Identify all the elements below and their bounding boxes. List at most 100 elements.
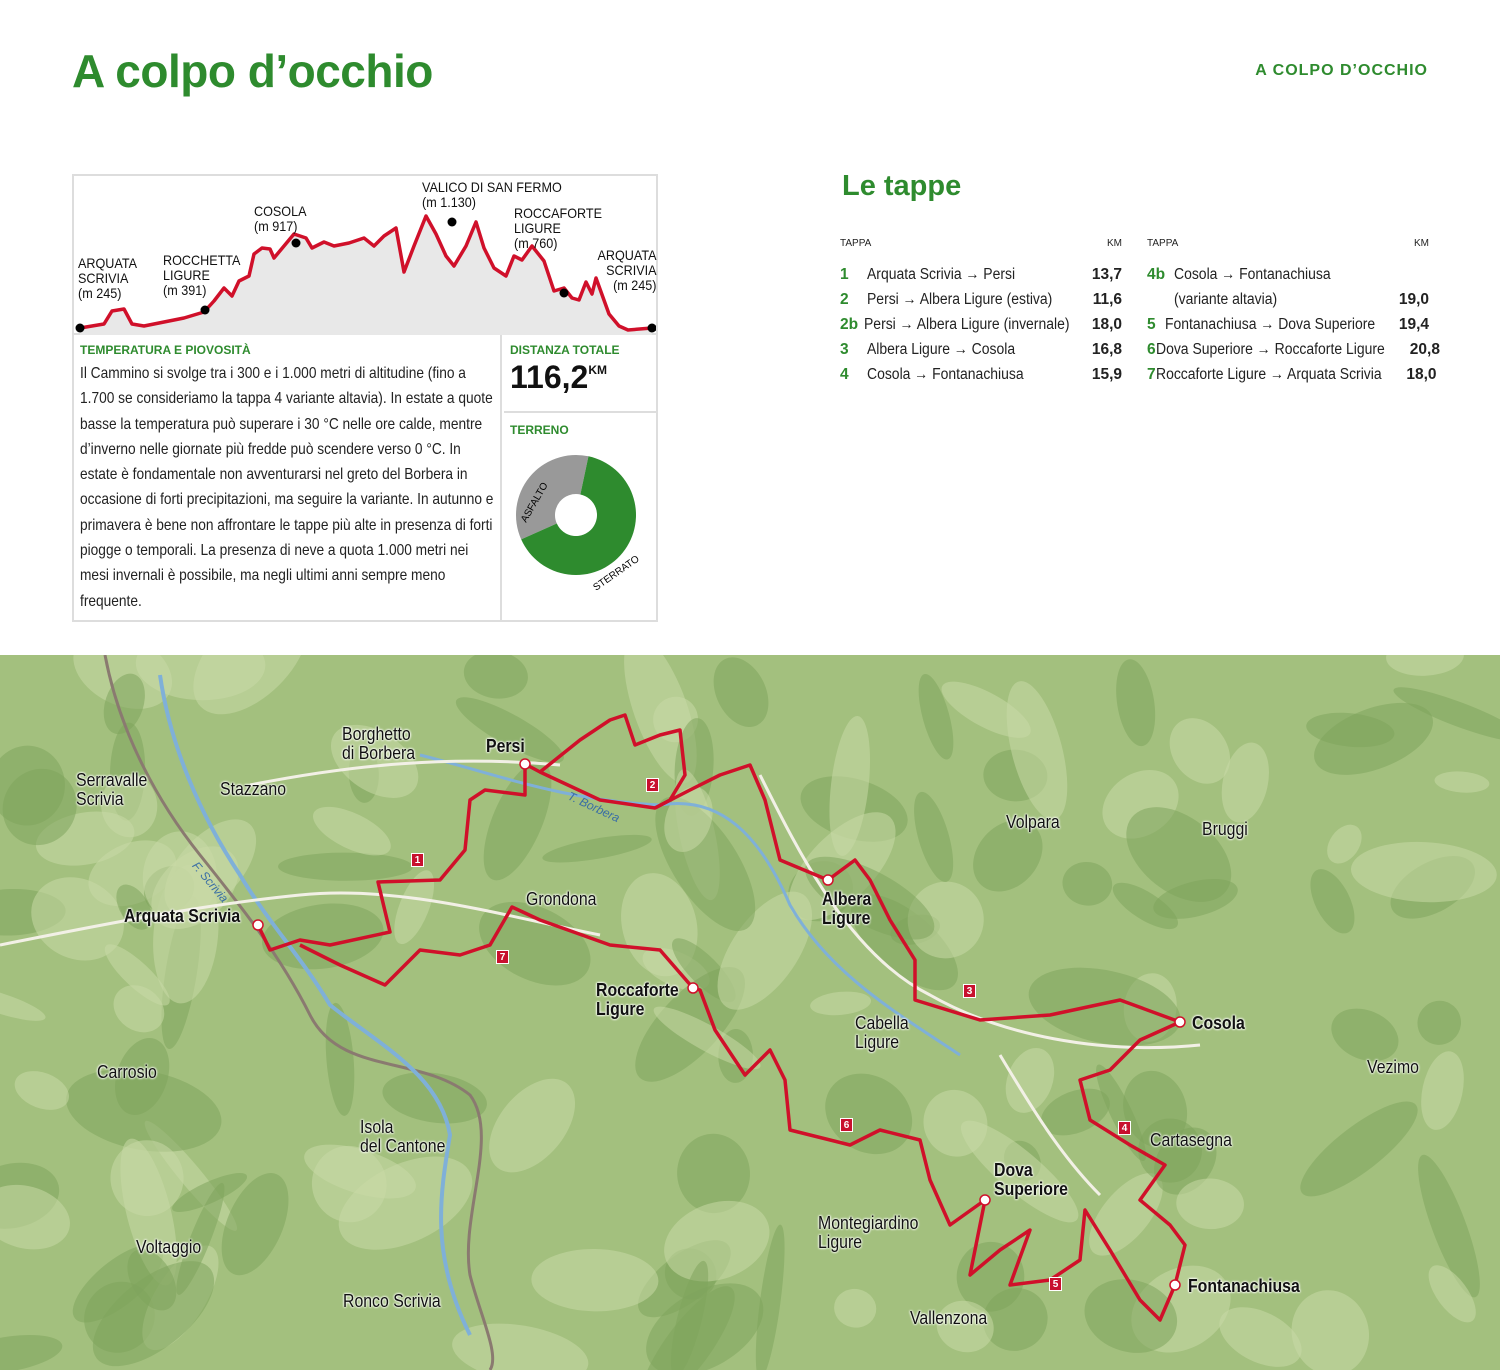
stage-town-label: Persi (486, 736, 525, 756)
climate-section: TEMPERATURA E PIOVOSITÀ Il Cammino si sv… (74, 335, 502, 622)
donut-slice-asfalto (516, 455, 589, 540)
profile-point (200, 305, 210, 315)
stage-town-label: Dova Superiore (994, 1160, 1068, 1199)
route-map: Arquata Scrivia Persi Albera Ligure Cosola Fo… (0, 655, 1500, 1370)
stage-number: 2b (840, 315, 859, 333)
terrain-patch (135, 655, 266, 701)
stage-km: 13,7 (1091, 265, 1122, 283)
railway (103, 655, 495, 1370)
stage-town-dot (979, 1194, 991, 1206)
terrain-patch (1176, 1178, 1244, 1230)
terrain-patch (825, 1073, 913, 1155)
terrain-patch (1434, 771, 1490, 793)
terrain-title: TERRENO (510, 423, 569, 437)
climate-text: Il Cammino si svolge tra i 300 e i 1.000… (80, 365, 494, 610)
stage-marker: 7 (496, 950, 509, 964)
terrain-patch (1350, 841, 1497, 903)
roads (0, 759, 1201, 1197)
profile-point (291, 238, 301, 248)
stage-town-dot (1169, 1279, 1181, 1291)
terrain-patch (805, 856, 935, 940)
stage-marker: 2 (646, 778, 659, 792)
terrain-patch (653, 1006, 761, 1070)
stage-number: 5 (1147, 315, 1156, 333)
stage-row: 2 Persi → Albera Ligure (estiva) 11,6 (840, 287, 1122, 312)
stage-route: Cosola → Fontanachiusa (1174, 265, 1331, 283)
stage-town-label: Cosola (1192, 1013, 1245, 1033)
terrain-patch (664, 1200, 770, 1282)
terrain-patch (1096, 1064, 1147, 1162)
terrain-patch (304, 1144, 416, 1199)
terrain-patch (542, 834, 652, 863)
terrain-patch (1116, 659, 1156, 747)
town-label: Volpara (1006, 812, 1060, 832)
profile-point (647, 323, 657, 333)
stage-km: 20,8 (1409, 341, 1440, 359)
terrain-patch (1331, 1008, 1399, 1062)
stage-number: 2 (840, 290, 849, 308)
stage-number: 4b (1147, 265, 1166, 283)
terrain-patch (829, 716, 871, 856)
stage-row: 4b Cosola → Fontanachiusa (1147, 262, 1429, 287)
stage-route: Roccaforte Ligure → Arquata Scrivia (1155, 366, 1382, 384)
terrain-patch (330, 724, 419, 798)
terrain-patch (66, 1069, 222, 1152)
stage-town-dot (252, 919, 264, 931)
profile-label-cosola: COSOLA (m 917) (254, 203, 307, 234)
terrain-patch (2, 768, 77, 846)
stage-town-label: Roccaforte Ligure (596, 980, 679, 1019)
terrain-patch (717, 891, 813, 1010)
stage-marker: 5 (1049, 1277, 1062, 1291)
terrain-patch (113, 985, 165, 1033)
terrain-patch (14, 1071, 69, 1110)
stage-town-dot (1174, 1016, 1186, 1028)
town-label: Montegiardino Ligure (818, 1213, 919, 1252)
profile-point (75, 323, 85, 333)
stage-km: 16,8 (1091, 341, 1122, 359)
terrain-patch (312, 806, 391, 856)
distance-value: 116,2KM (510, 359, 607, 395)
stage-route: Dova Superiore → Roccaforte Ligure (1155, 341, 1385, 359)
terrain-patch (670, 1260, 709, 1370)
elevation-profile: ARQUATA SCRIVIA (m 245) ROCCHETTA LIGURE(… (74, 176, 657, 335)
terrain-patch (810, 991, 872, 1016)
terrain-patch (713, 657, 769, 727)
terrain-patch (1084, 1279, 1178, 1353)
town-label: Grondona (526, 889, 597, 909)
terrain-section: TERRENO ASFALTO STERRATO (504, 415, 656, 622)
overview-panel: ARQUATA SCRIVIA (m 245) ROCCHETTA LIGURE(… (72, 174, 658, 622)
stage-town-label: Fontanachiusa (1188, 1276, 1300, 1296)
stage-km: 18,0 (1091, 315, 1122, 333)
terrain-patch (1421, 1051, 1464, 1130)
terrain-patch (1291, 1290, 1370, 1370)
terrain-patch (1310, 869, 1355, 934)
profile-label-valico: VALICO DI SAN FERMO (m 1.130) (422, 179, 562, 210)
stage-route: Persi → Albera Ligure (invernale) (863, 315, 1069, 333)
stage-route: Albera Ligure → Cosola (867, 341, 1016, 359)
stage-number: 7 (1147, 366, 1156, 384)
town-label: Serravalle Scrivia (76, 770, 148, 809)
river-scrivia (158, 674, 472, 1336)
terrain-patch (1006, 681, 1068, 820)
stage-marker: 3 (963, 984, 976, 998)
terrain-patch (172, 1173, 248, 1212)
stages-table-left: TAPPA KM 1 Arquata Scrivia → Persi 13,7 2 Per… (840, 238, 1122, 388)
stage-row: 5 Fontanachiusa → Dova Superiore 19,4 (1147, 312, 1429, 337)
terrain-patch (278, 852, 413, 881)
town-label: Cabella Ligure (855, 1013, 909, 1052)
stage-number: 3 (840, 341, 849, 359)
terrain-patch (960, 1120, 1079, 1223)
terrain-patch (1417, 1000, 1462, 1045)
stage-km: 19,4 (1398, 315, 1429, 333)
town-label: Borghetto di Borbera (342, 724, 416, 763)
stage-marker: 1 (411, 853, 424, 867)
terrain-patch (0, 985, 46, 1021)
stage-km: 18,0 (1406, 366, 1437, 384)
terrain-patch (483, 761, 552, 881)
col-tappa: TAPPA (1147, 238, 1179, 249)
terrain-patch (755, 1224, 785, 1370)
terrain-patch (1386, 655, 1464, 676)
terrain-patch (92, 1261, 215, 1367)
town-label: Cartasegna (1150, 1130, 1232, 1150)
stage-km: 19,0 (1398, 290, 1429, 308)
